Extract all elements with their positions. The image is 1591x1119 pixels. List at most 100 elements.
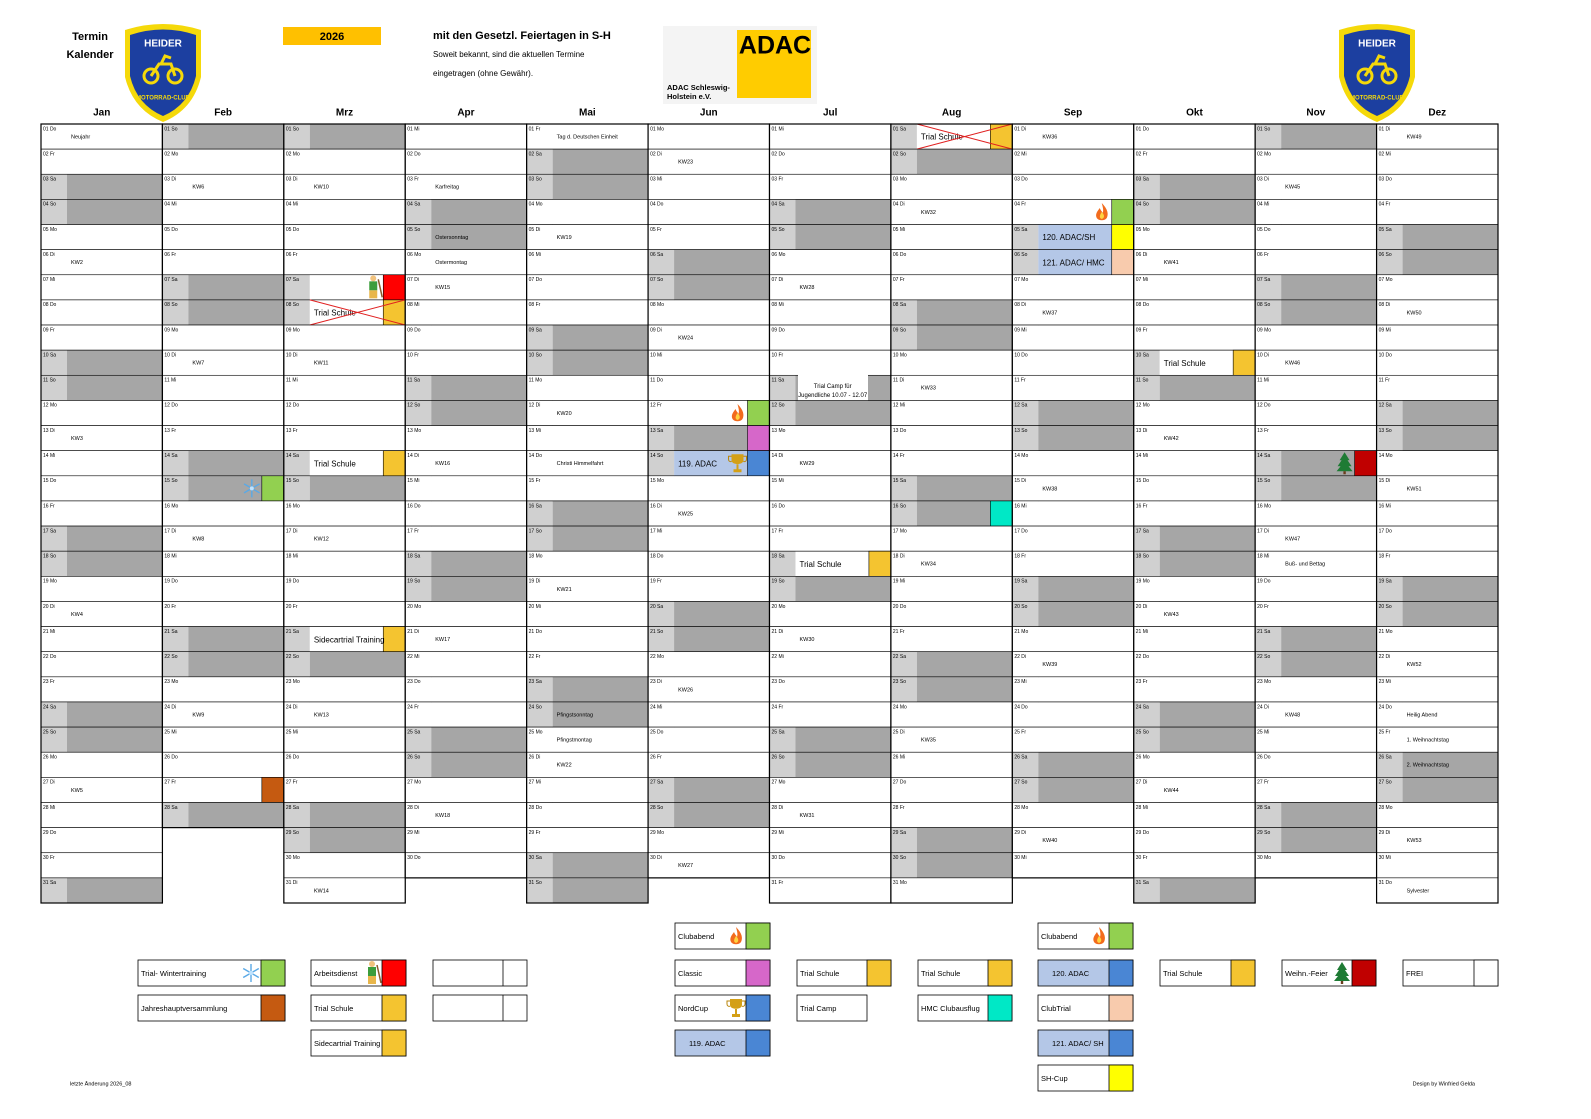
day-note: KW33 (921, 386, 936, 392)
day-label: 11 Mi (1257, 378, 1269, 384)
day-label: 19 So (772, 579, 785, 585)
day-label: 16 So (893, 503, 906, 509)
day-label: 09 Mo (286, 327, 300, 333)
day-label-box (890, 149, 917, 175)
day-label-box (1133, 701, 1160, 728)
legend-text: Clubabend (678, 932, 714, 941)
day-label-box (890, 199, 917, 225)
day-label-box (648, 325, 675, 351)
day-label: 03 Sa (43, 177, 56, 183)
day-label: 30 Fr (43, 855, 55, 861)
day-area (795, 727, 891, 753)
day-label-box (41, 526, 67, 552)
day-area (795, 475, 891, 501)
day-label-box (162, 274, 189, 300)
day-area (67, 852, 163, 878)
event-box (747, 400, 770, 426)
day-label-box (1376, 425, 1403, 451)
day-label-box (1376, 400, 1403, 426)
day-area (674, 551, 770, 577)
trophy-cup (731, 454, 744, 473)
day-label-box (1012, 199, 1039, 225)
trophy-handles (728, 455, 747, 463)
fire-core (1099, 211, 1104, 219)
day-label: 29 Fr (529, 830, 541, 836)
day-note: KW24 (678, 335, 693, 341)
day-area (552, 325, 649, 351)
day-label: 13 Mi (529, 428, 541, 434)
day-area (1281, 676, 1377, 702)
day-label-box (41, 475, 67, 501)
month-label: Nov (1306, 108, 1325, 119)
day-label: 04 So (43, 202, 56, 208)
day-area (188, 676, 284, 702)
day-note: KW11 (314, 361, 329, 367)
day-label-box (162, 601, 189, 627)
day-label-box (283, 500, 310, 527)
logo-text: HEIDER (1358, 39, 1397, 50)
day-label: 22 Di (1014, 654, 1026, 660)
day-area (916, 802, 1013, 828)
day-note: KW23 (678, 160, 693, 166)
day-label-box (1012, 325, 1039, 351)
day-label-box (648, 827, 675, 853)
day-label: 31 Do (1379, 880, 1393, 886)
legend-swatch (1351, 959, 1377, 987)
day-area (674, 199, 770, 225)
legend-empty (432, 994, 528, 1022)
day-area (1281, 601, 1377, 627)
day-label: 12 Fr (650, 403, 662, 409)
day-area (1038, 149, 1134, 175)
day-label: 19 Mo (43, 579, 57, 585)
note-line: Soweit bekannt, sind die aktuellen Termi… (433, 50, 585, 59)
day-label-box (1133, 752, 1160, 778)
day-label: 18 So (1136, 554, 1149, 560)
day-label: 02 Fr (1136, 151, 1148, 157)
day-area (1402, 827, 1498, 853)
event-text: 120. ADAC/SH (1042, 233, 1095, 242)
day-label: 25 Fr (1014, 729, 1026, 735)
fire-icon (1096, 202, 1108, 221)
legend-text: Jahreshauptversammlung (141, 1004, 227, 1013)
day-area (309, 877, 406, 903)
day-area (1159, 626, 1256, 652)
day-label: 07 Fr (893, 277, 905, 283)
legend-swatch (1108, 959, 1134, 987)
day-area (67, 224, 163, 250)
day-label: 02 Mo (164, 151, 178, 157)
day-label-box (1255, 701, 1282, 728)
day-label: 23 Fr (1136, 679, 1148, 685)
day-label: 26 Do (164, 755, 178, 761)
day-label: 28 Fr (893, 805, 905, 811)
day-label: 20 Fr (164, 604, 176, 610)
day-label-box (1376, 124, 1403, 150)
event-box (382, 626, 406, 653)
cancel-mark (916, 123, 1013, 150)
day-area (1038, 576, 1134, 602)
day-label: 28 Mi (1136, 805, 1148, 811)
day-area (552, 827, 649, 853)
day-label-box (283, 626, 310, 652)
event-text: Trial Schule (1164, 359, 1206, 368)
day-label: 13 Fr (164, 428, 176, 434)
legend-swatch (987, 994, 1013, 1022)
day-label: 31 Mo (893, 880, 907, 886)
day-label: 01 Mi (407, 126, 419, 132)
day-area (188, 299, 284, 326)
day-label: 09 So (893, 327, 906, 333)
day-label: 05 Sa (1379, 227, 1392, 233)
day-label: 22 Mi (407, 654, 419, 660)
day-label-box (1376, 500, 1403, 527)
day-label: 24 Mi (650, 704, 662, 710)
day-label-box (41, 651, 67, 677)
day-label-box (162, 450, 189, 476)
day-label: 28 Sa (164, 805, 177, 811)
day-label-box (1255, 601, 1282, 627)
day-label: 04 Sa (407, 202, 420, 208)
day-label: 15 Mo (650, 478, 664, 484)
day-label-box (283, 375, 310, 401)
legend-item (137, 959, 286, 987)
day-label-box (526, 400, 553, 426)
day-area (1038, 425, 1134, 451)
day-label: 23 Sa (529, 679, 542, 685)
